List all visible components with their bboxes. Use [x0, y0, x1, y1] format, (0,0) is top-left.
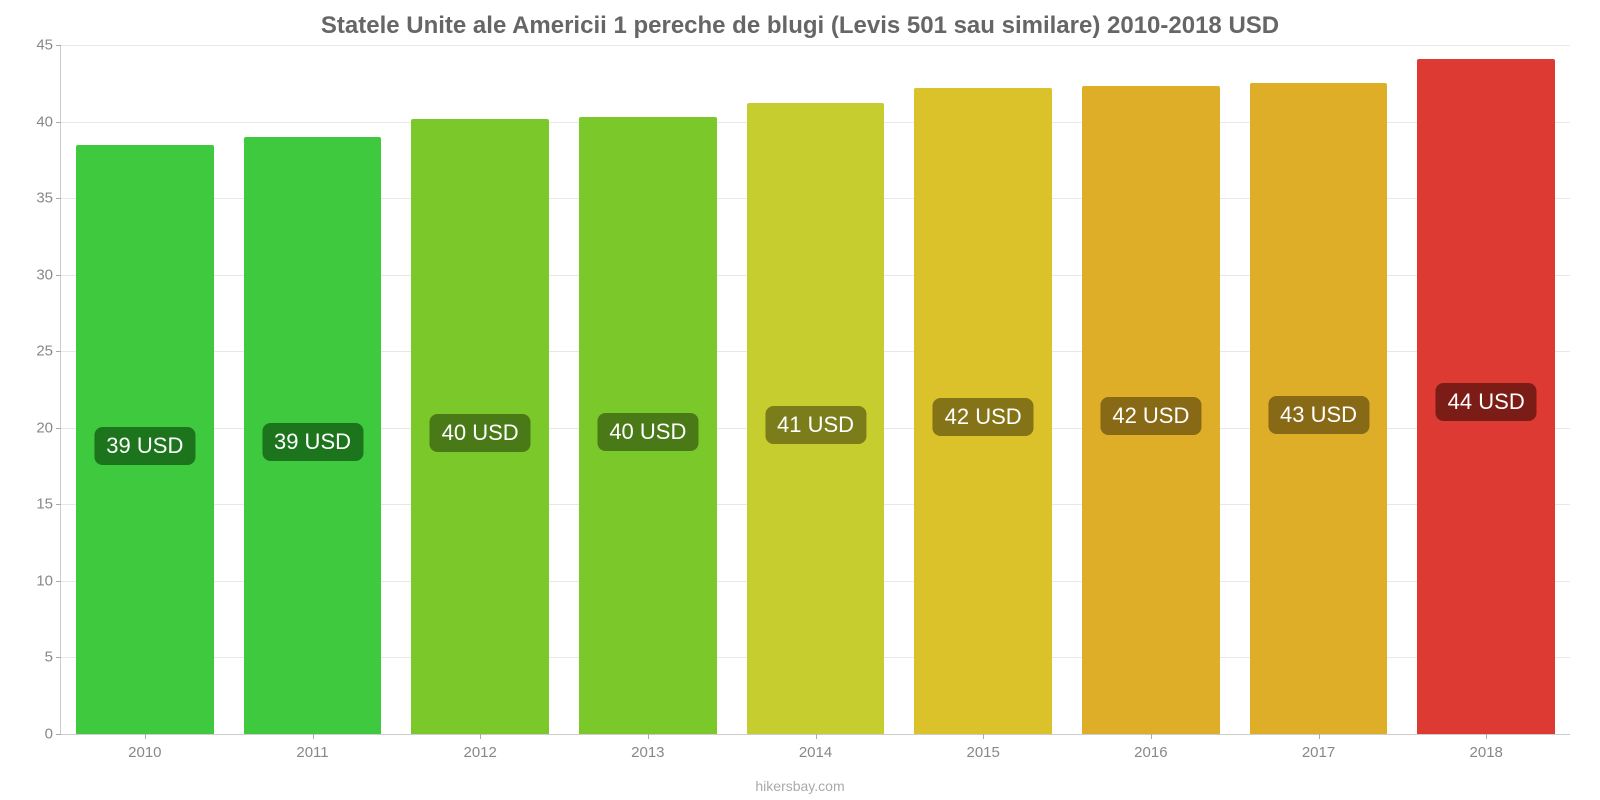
plot-area: 051015202530354045 39 USD201039 USD20114…	[60, 45, 1570, 735]
x-axis-label: 2018	[1470, 744, 1503, 761]
bar: 39 USD	[76, 145, 213, 734]
bar-slot: 39 USD2011	[229, 45, 397, 734]
x-axis-label: 2017	[1302, 744, 1335, 761]
x-tick-mark	[983, 734, 984, 739]
y-tick-label: 40	[36, 113, 53, 130]
bar: 39 USD	[244, 137, 381, 734]
y-tick-label: 45	[36, 37, 53, 54]
x-tick-mark	[145, 734, 146, 739]
bars-wrapper: 39 USD201039 USD201140 USD201240 USD2013…	[61, 45, 1570, 734]
bar: 42 USD	[1082, 86, 1219, 734]
y-tick-label: 25	[36, 343, 53, 360]
chart-title: Statele Unite ale Americii 1 pereche de …	[0, 0, 1600, 48]
value-badge: 39 USD	[262, 423, 363, 461]
x-tick-mark	[648, 734, 649, 739]
x-tick-mark	[1486, 734, 1487, 739]
bar-slot: 40 USD2013	[564, 45, 732, 734]
bar-slot: 42 USD2015	[899, 45, 1067, 734]
bar-slot: 42 USD2016	[1067, 45, 1235, 734]
x-axis-label: 2016	[1134, 744, 1167, 761]
bar: 42 USD	[914, 88, 1051, 734]
y-tick-label: 15	[36, 496, 53, 513]
value-badge: 41 USD	[765, 406, 866, 444]
y-tick-label: 5	[45, 649, 53, 666]
bar-slot: 44 USD2018	[1402, 45, 1570, 734]
value-badge: 44 USD	[1436, 383, 1537, 421]
value-badge: 42 USD	[933, 398, 1034, 436]
x-tick-mark	[480, 734, 481, 739]
value-badge: 40 USD	[430, 414, 531, 452]
bar: 40 USD	[579, 117, 716, 734]
y-tick-label: 30	[36, 266, 53, 283]
x-tick-mark	[816, 734, 817, 739]
bar: 43 USD	[1250, 83, 1387, 734]
x-tick-mark	[1151, 734, 1152, 739]
y-tick-mark	[56, 734, 61, 735]
x-axis-label: 2015	[967, 744, 1000, 761]
x-axis-label: 2013	[631, 744, 664, 761]
value-badge: 43 USD	[1268, 396, 1369, 434]
bar: 41 USD	[747, 103, 884, 734]
x-axis-label: 2010	[128, 744, 161, 761]
bar: 44 USD	[1417, 59, 1554, 734]
y-tick-label: 20	[36, 419, 53, 436]
x-tick-mark	[1319, 734, 1320, 739]
y-tick-label: 10	[36, 572, 53, 589]
value-badge: 40 USD	[597, 413, 698, 451]
x-axis-label: 2012	[463, 744, 496, 761]
y-tick-label: 35	[36, 190, 53, 207]
chart-container: 051015202530354045 39 USD201039 USD20114…	[60, 45, 1570, 735]
bar-slot: 41 USD2014	[732, 45, 900, 734]
y-tick-label: 0	[45, 726, 53, 743]
x-tick-mark	[313, 734, 314, 739]
bar-slot: 43 USD2017	[1235, 45, 1403, 734]
x-axis-label: 2011	[296, 744, 328, 761]
bar: 40 USD	[411, 119, 548, 735]
x-axis-label: 2014	[799, 744, 832, 761]
source-label: hikersbay.com	[755, 778, 844, 794]
bar-slot: 40 USD2012	[396, 45, 564, 734]
bar-slot: 39 USD2010	[61, 45, 229, 734]
value-badge: 39 USD	[94, 427, 195, 465]
value-badge: 42 USD	[1100, 397, 1201, 435]
